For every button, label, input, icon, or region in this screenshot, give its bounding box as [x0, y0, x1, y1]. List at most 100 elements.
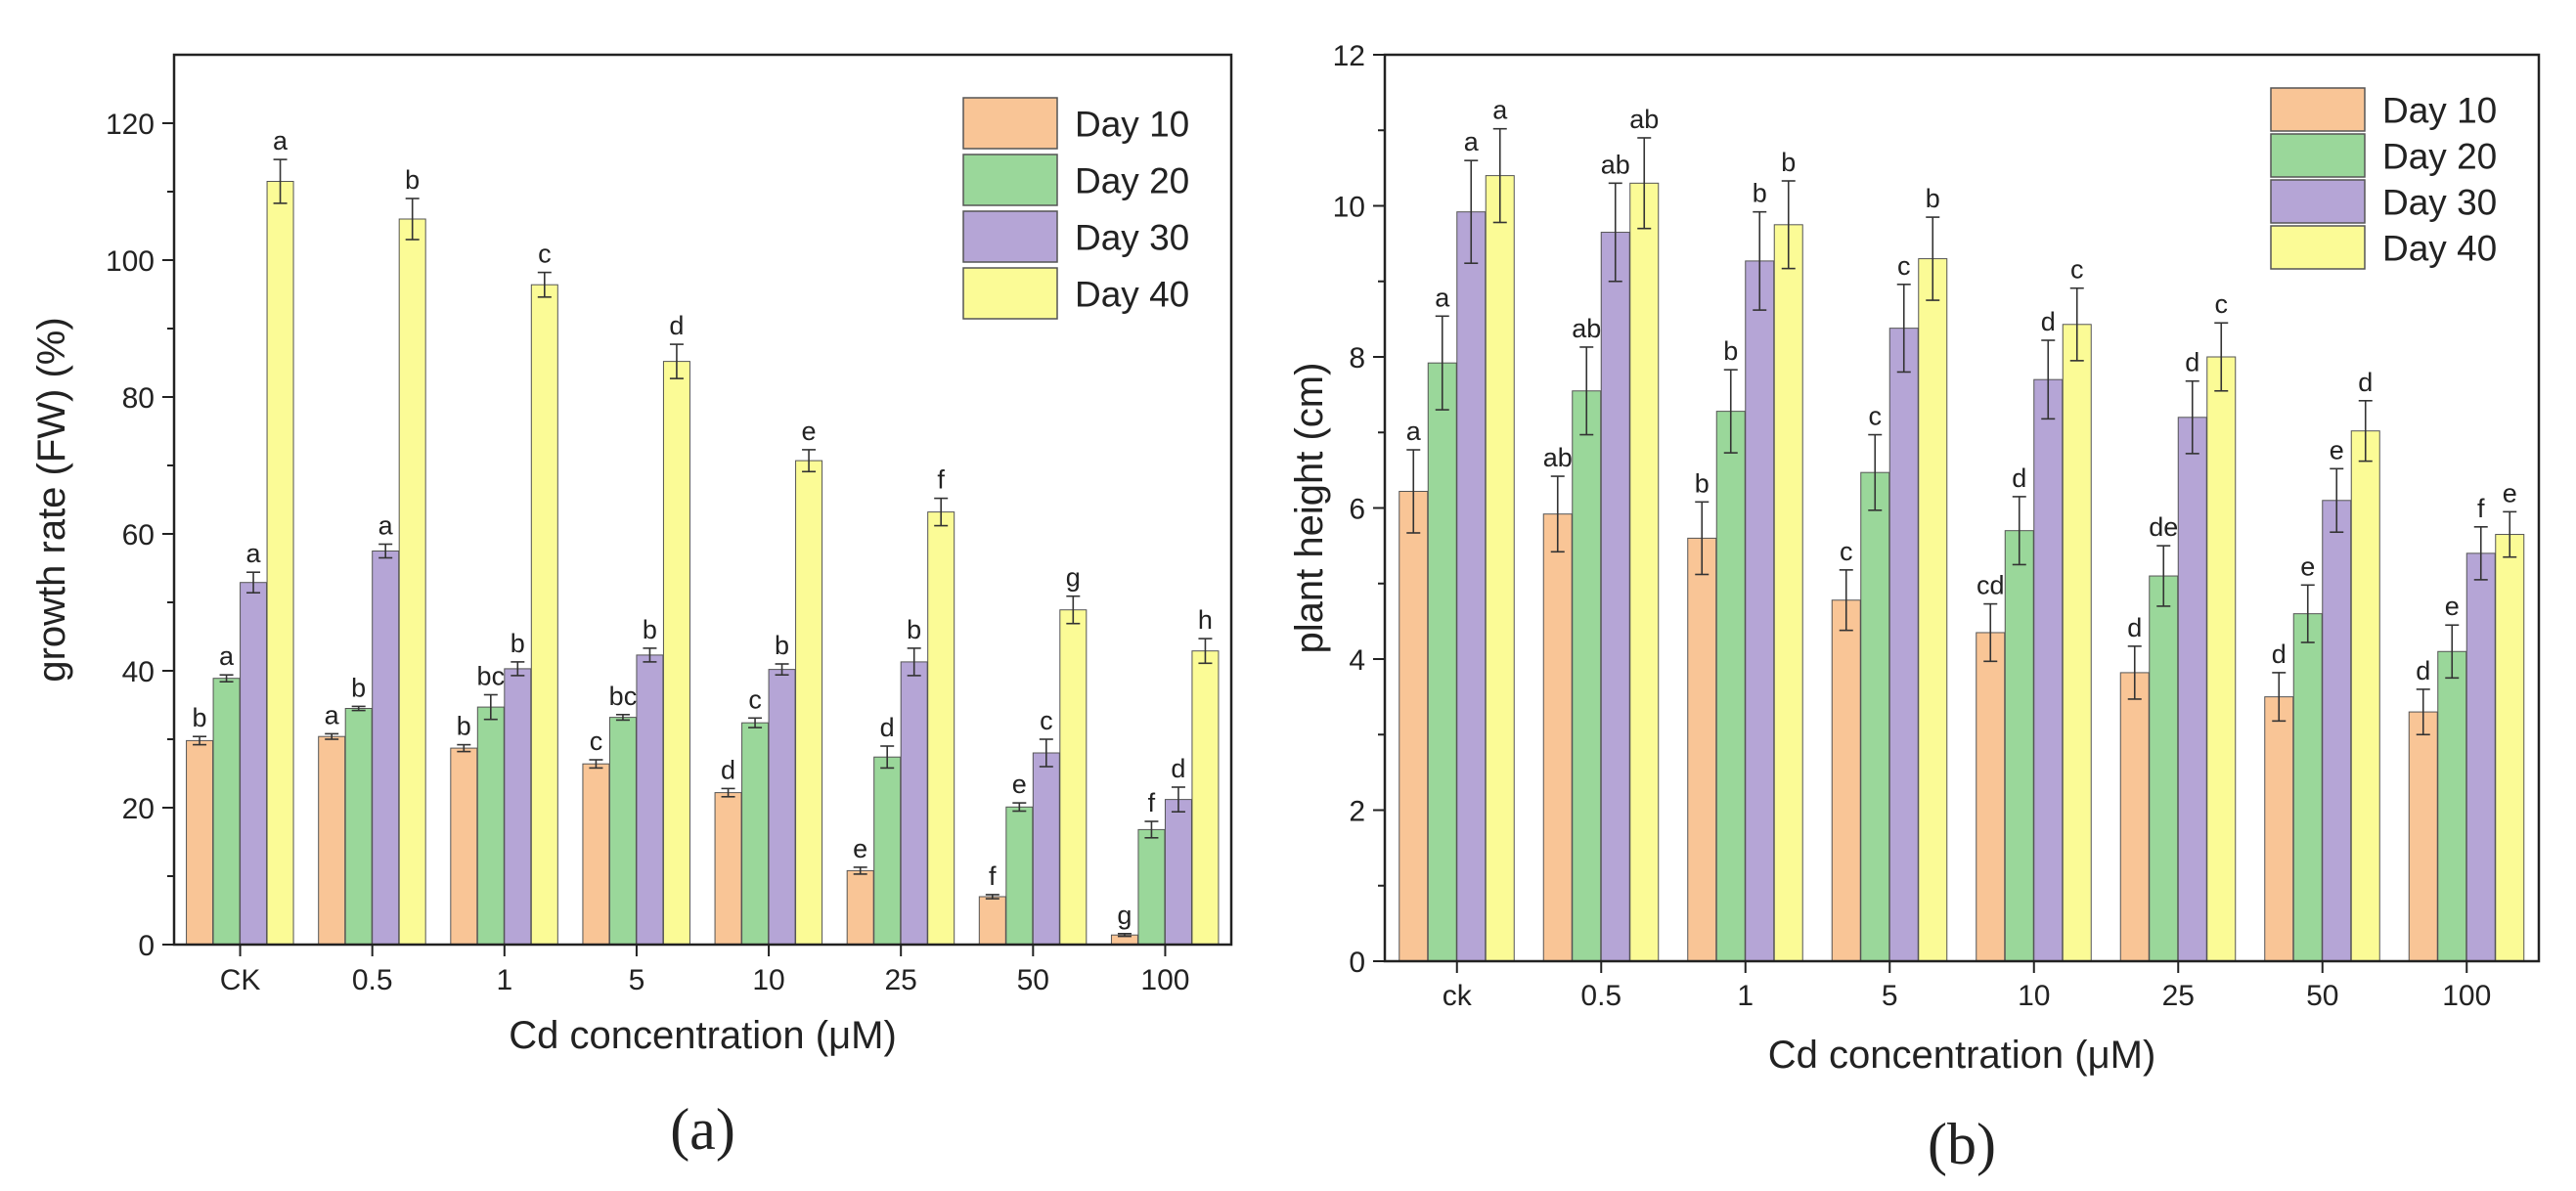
bar: [186, 739, 214, 946]
bar: [398, 218, 426, 946]
legend-label: Day 40: [1075, 274, 1189, 314]
significance-letter: e: [2330, 435, 2344, 464]
bar: [2177, 417, 2207, 962]
significance-letter: g: [1066, 563, 1081, 593]
x-axis-title: Cd concentration (μM): [509, 1014, 897, 1057]
significance-letter: ab: [1572, 314, 1601, 343]
significance-letter: de: [2149, 512, 2178, 542]
bar: [873, 756, 902, 946]
bar: [795, 460, 823, 946]
significance-letter: d: [669, 311, 684, 340]
significance-letter: a: [219, 641, 235, 671]
significance-letter: b: [1926, 184, 1940, 213]
legend-label: Day 20: [2382, 136, 2497, 176]
significance-letter: c: [1840, 537, 1853, 566]
bar: [1427, 362, 1457, 962]
bar: [2206, 356, 2237, 962]
y-tick-label: 80: [122, 382, 155, 415]
legend-swatch: [962, 97, 1058, 150]
significance-letter: a: [1464, 127, 1480, 156]
bar: [2495, 534, 2525, 962]
bar: [1773, 224, 1803, 962]
bar: [2004, 530, 2034, 962]
y-tick-label: 10: [1333, 191, 1365, 223]
bar: [476, 706, 505, 946]
legend-label: Day 10: [2382, 90, 2497, 130]
bar: [2264, 696, 2294, 962]
significance-letter: b: [351, 673, 366, 702]
legend-swatch: [2270, 179, 2366, 224]
bar: [636, 654, 664, 946]
y-tick-label: 0: [138, 930, 155, 962]
bar: [504, 668, 532, 946]
y-tick-label: 20: [122, 793, 155, 825]
significance-letter: d: [2127, 613, 2142, 642]
legend-label: Day 40: [2382, 228, 2497, 268]
significance-letter: b: [457, 712, 471, 741]
bar: [1137, 828, 1166, 946]
significance-letter: f: [937, 465, 945, 495]
significance-letter: d: [2012, 463, 2026, 493]
bar: [1860, 471, 1890, 962]
bar: [1745, 260, 1775, 962]
x-tick-label: 1: [1737, 980, 1754, 1012]
bar: [1918, 258, 1948, 962]
bar: [846, 869, 874, 946]
significance-letter: ab: [1543, 443, 1573, 472]
bar: [1888, 328, 1919, 962]
y-tick-label: 6: [1349, 493, 1365, 525]
y-tick-label: 12: [1333, 40, 1365, 72]
bar: [1059, 609, 1088, 946]
bar: [1976, 632, 2006, 962]
significance-letter: a: [378, 511, 394, 541]
x-tick-label: 10: [2018, 980, 2050, 1012]
significance-letter: b: [1753, 179, 1767, 208]
significance-letter: c: [748, 684, 762, 714]
bar: [978, 896, 1006, 946]
significance-letter: f: [989, 861, 997, 891]
bar: [662, 361, 690, 946]
x-axis-title: Cd concentration (μM): [1768, 1034, 2156, 1077]
significance-letter: a: [273, 126, 289, 155]
x-tick-label: 25: [885, 964, 917, 996]
x-tick-label: ck: [1443, 980, 1473, 1012]
bar: [2292, 613, 2323, 962]
x-tick-label: 0.5: [1580, 980, 1621, 1012]
legend-swatch: [962, 210, 1058, 263]
significance-letter: b: [1695, 468, 1710, 498]
bar: [1191, 650, 1220, 946]
bar: [768, 669, 796, 946]
significance-letter: b: [405, 165, 420, 195]
bar: [582, 763, 610, 946]
significance-letter: d: [2185, 348, 2199, 377]
x-tick-label: 10: [752, 964, 784, 996]
bar: [608, 717, 637, 946]
x-tick-label: 5: [629, 964, 645, 996]
significance-letter: c: [1040, 706, 1053, 735]
significance-letter: d: [880, 713, 895, 742]
bar: [1542, 513, 1573, 962]
legend: Day 10 Day 20 Day 30 Day 40: [962, 97, 1189, 320]
significance-letter: e: [2503, 478, 2517, 507]
y-axis-title: growth rate (FW) (%): [30, 317, 73, 682]
significance-letter: a: [1492, 96, 1508, 125]
legend-swatch: [2270, 87, 2366, 132]
bar: [2033, 378, 2064, 962]
significance-letter: c: [2215, 289, 2229, 319]
y-tick-label: 100: [106, 245, 155, 278]
bar: [1572, 390, 1602, 962]
legend-label: Day 10: [1075, 104, 1189, 144]
plot-frame: [172, 53, 1233, 947]
bar: [2437, 650, 2467, 962]
significance-letter: d: [2358, 368, 2373, 397]
bar: [1399, 491, 1429, 962]
bar: [900, 661, 928, 946]
significance-letter: cd: [1976, 571, 2005, 600]
y-tick-label: 4: [1349, 644, 1365, 677]
y-axis-title: plant height (cm): [1288, 363, 1331, 654]
significance-letter: d: [2416, 656, 2430, 685]
significance-letter: b: [193, 703, 207, 732]
